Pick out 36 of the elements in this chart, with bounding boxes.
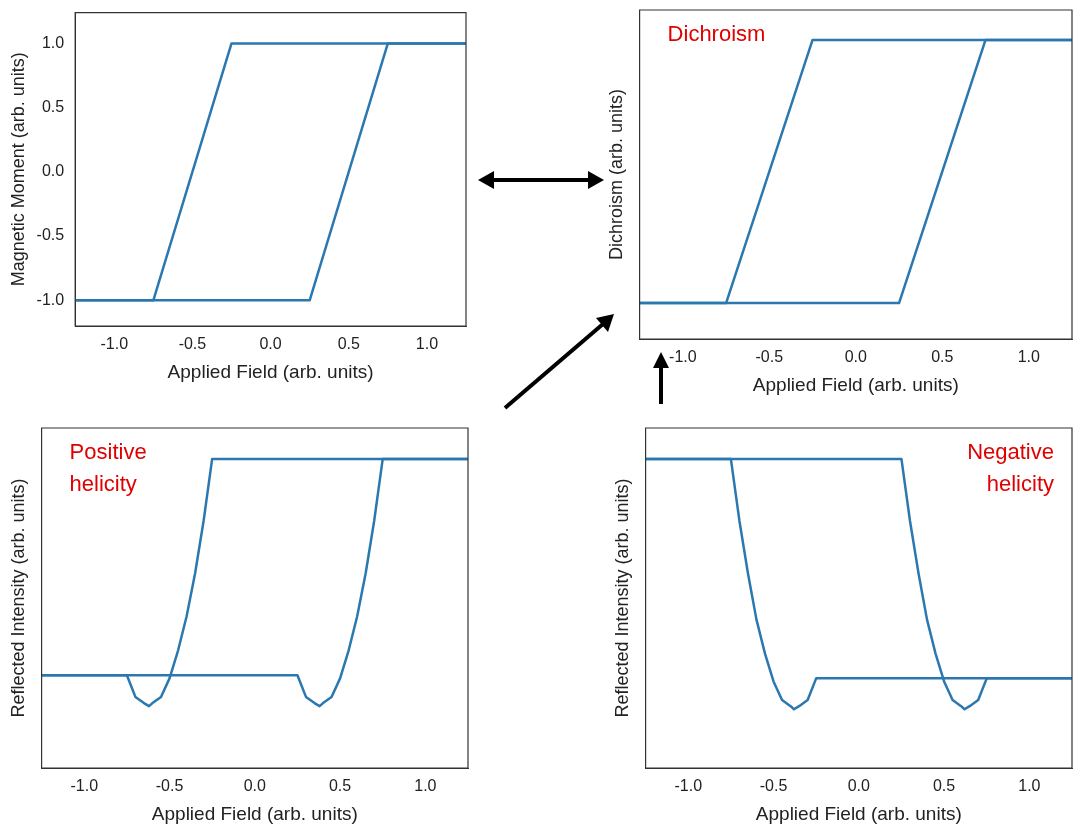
- x-tick-label: -0.5: [755, 348, 784, 366]
- x-axis-title: Applied Field (arb. units): [752, 373, 959, 395]
- x-tick-label: 1.0: [415, 335, 439, 353]
- x-tick-label: -1.0: [70, 777, 99, 795]
- x-tick-label: 1.0: [1017, 348, 1040, 366]
- x-tick-label: -1.0: [669, 348, 697, 366]
- x-tick-label: 0.0: [259, 335, 282, 353]
- y-tick-label: -1.0: [36, 290, 65, 308]
- x-tick-label: 0.5: [328, 777, 352, 795]
- x-tick-label: 0.0: [844, 348, 868, 366]
- y-tick-label: -0.5: [36, 226, 65, 244]
- y-axis-title: Dichroism (arb. units): [605, 88, 626, 261]
- x-tick-label: -0.5: [759, 777, 788, 795]
- y-tick-label: 0.5: [41, 98, 65, 116]
- x-tick-label: 1.0: [414, 777, 437, 795]
- annotation: Negative helicity: [967, 439, 1054, 497]
- y-tick-label: 0.0: [41, 162, 65, 180]
- annotation: Positive helicity: [69, 439, 147, 497]
- x-axis-title: Applied Field (arb. units): [167, 360, 374, 382]
- x-tick-label: 1.0: [1018, 777, 1041, 795]
- x-tick-label: 0.0: [847, 777, 871, 795]
- x-tick-label: 0.5: [931, 348, 954, 366]
- x-tick-label: -0.5: [155, 777, 184, 795]
- x-tick-label: 0.0: [243, 777, 267, 795]
- y-axis-title: Magnetic Moment (arb. units): [7, 52, 28, 287]
- y-tick-label: 1.0: [41, 33, 65, 51]
- x-tick-label: 0.5: [337, 335, 360, 353]
- x-tick-label: -0.5: [178, 335, 207, 353]
- y-axis-title: Reflected Intensity (arb. units): [7, 478, 28, 718]
- y-axis-title: Reflected Intensity (arb. units): [611, 478, 632, 718]
- x-tick-label: 0.5: [932, 777, 956, 795]
- x-axis-title: Applied Field (arb. units): [151, 802, 358, 824]
- x-tick-label: -1.0: [100, 335, 129, 353]
- x-tick-label: -1.0: [674, 777, 703, 795]
- annotation: Dichroism: [667, 21, 766, 47]
- x-axis-title: Applied Field (arb. units): [755, 802, 962, 824]
